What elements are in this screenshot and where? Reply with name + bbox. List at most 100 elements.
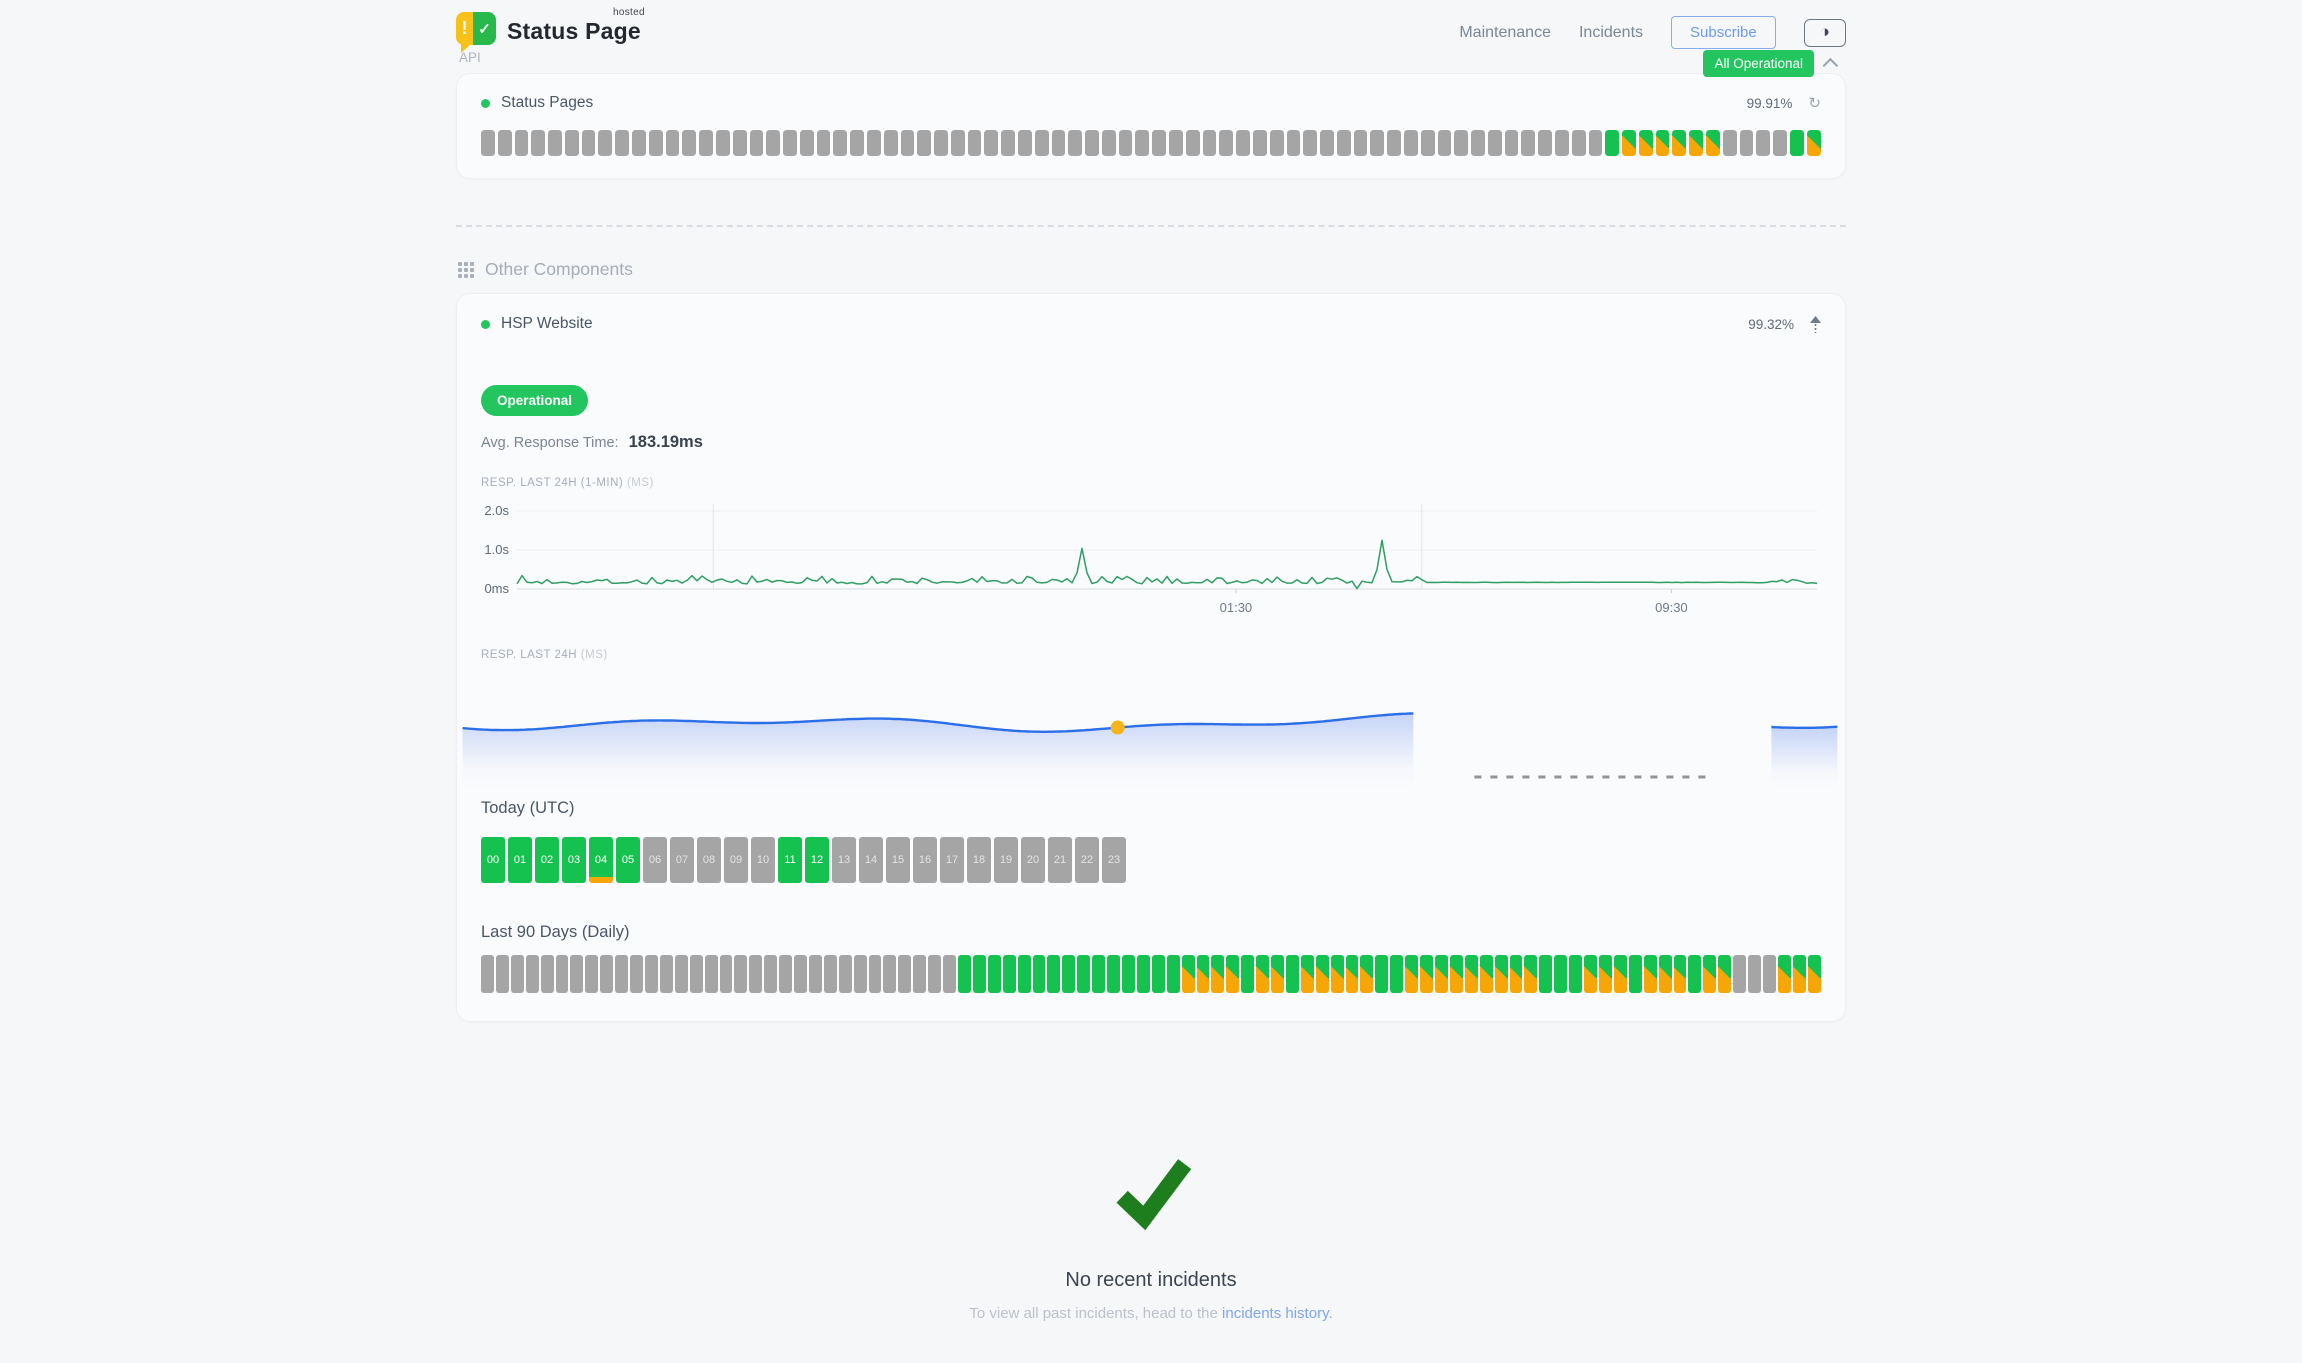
day-bar bbox=[1748, 955, 1761, 993]
hour-block: 12 bbox=[805, 837, 829, 883]
day-bar bbox=[1136, 955, 1150, 993]
day-bar bbox=[1196, 955, 1210, 993]
day-bar bbox=[958, 955, 971, 993]
uptime-bar bbox=[749, 130, 764, 156]
day-bar bbox=[481, 955, 494, 993]
day-bar bbox=[823, 955, 837, 993]
day-bar bbox=[1643, 955, 1657, 993]
day-bar bbox=[1703, 955, 1717, 993]
day-bar bbox=[1002, 955, 1016, 993]
hour-block: 03 bbox=[562, 837, 586, 883]
day-bar bbox=[883, 955, 897, 993]
nav-maintenance[interactable]: Maintenance bbox=[1459, 23, 1551, 41]
day-bar bbox=[1464, 955, 1478, 993]
scroll-top-arrow-icon[interactable] bbox=[1810, 315, 1821, 333]
today-hour-blocks: 00 01 02 03 04 05 06 07 08 09 10 11 12 13 14 15 16 17 18 19… bbox=[481, 837, 1821, 883]
other-components-title: Other Components bbox=[485, 259, 633, 279]
today-title: Today (UTC) bbox=[481, 799, 575, 817]
uptime-bar bbox=[1487, 130, 1502, 156]
day-bar bbox=[704, 955, 718, 993]
day-bar bbox=[719, 955, 733, 993]
uptime-bar bbox=[1756, 130, 1771, 156]
operational-badge: Operational bbox=[481, 385, 589, 416]
uptime-bar bbox=[1185, 130, 1200, 156]
hour-block: 20 bbox=[1021, 837, 1045, 883]
uptime-bar bbox=[967, 130, 982, 156]
resp-1min-chart[interactable]: 2.0s 1.0s 0ms 01:30 09:30 bbox=[481, 501, 1821, 619]
day-bar bbox=[1032, 955, 1046, 993]
uptime-bar bbox=[1773, 130, 1787, 156]
chevron-up-icon[interactable] bbox=[1822, 57, 1839, 74]
uptime-bar bbox=[531, 130, 546, 156]
uptime-bar bbox=[1403, 130, 1418, 156]
uptime-bar bbox=[598, 130, 613, 156]
hour-block: 00 bbox=[481, 837, 505, 883]
uptime-bar bbox=[1118, 130, 1133, 156]
section-divider bbox=[456, 225, 1846, 227]
uptime-bar bbox=[1655, 130, 1670, 156]
avg-response-value: 183.19ms bbox=[628, 433, 703, 451]
status-dot bbox=[481, 319, 490, 329]
day-bar bbox=[1062, 955, 1076, 993]
day-bar bbox=[1330, 955, 1344, 993]
uptime-bar bbox=[1504, 130, 1519, 156]
uptime-bar bbox=[1034, 130, 1049, 156]
day-bar bbox=[1688, 955, 1702, 993]
last90-title: Last 90 Days (Daily) bbox=[481, 923, 630, 941]
day-bar bbox=[943, 955, 956, 993]
status-dot bbox=[481, 98, 490, 108]
day-bar bbox=[1479, 955, 1493, 993]
hour-block: 13 bbox=[832, 837, 856, 883]
theme-icon: ◑ bbox=[1819, 21, 1830, 41]
resp-24h-unit: (MS) bbox=[580, 649, 608, 661]
day-bar bbox=[510, 955, 524, 993]
uptime-bar bbox=[615, 130, 630, 156]
svg-text:01:30: 01:30 bbox=[1220, 600, 1253, 615]
hsp-website-card: HSP Website 99.32% Operational Avg. Resp… bbox=[456, 293, 1846, 1022]
day-bar bbox=[1017, 955, 1031, 993]
uptime-bar bbox=[883, 130, 898, 156]
header: ! ✓ Status Page hosted Maintenance Incid… bbox=[0, 0, 2302, 53]
day-bar bbox=[808, 955, 822, 993]
day-bar bbox=[734, 955, 748, 993]
component-row: HSP Website 99.32% bbox=[481, 309, 1821, 339]
uptime-bar bbox=[816, 130, 831, 156]
day-bar bbox=[853, 955, 867, 993]
uptime-bar bbox=[1454, 130, 1469, 156]
status-pages-uptime-bars bbox=[481, 130, 1821, 156]
uptime-bar bbox=[799, 130, 814, 156]
uptime-bar bbox=[548, 130, 562, 156]
day-bar bbox=[1777, 955, 1791, 993]
uptime-bar bbox=[1068, 130, 1083, 156]
resp-24h-chart[interactable] bbox=[457, 677, 1845, 789]
day-bar bbox=[1345, 955, 1359, 993]
day-bar bbox=[1226, 955, 1240, 993]
theme-toggle-button[interactable]: ◑ bbox=[1803, 18, 1846, 47]
uptime-percent: 99.32% bbox=[1748, 316, 1794, 332]
uptime-bar bbox=[1437, 130, 1452, 156]
svg-text:0ms: 0ms bbox=[484, 581, 509, 596]
refresh-icon[interactable]: ↻ bbox=[1808, 95, 1821, 112]
logo[interactable]: ! ✓ Status Page hosted bbox=[456, 7, 645, 53]
no-incidents-title: No recent incidents bbox=[1065, 1269, 1237, 1291]
day-bar bbox=[1539, 955, 1553, 993]
hour-block: 08 bbox=[697, 837, 721, 883]
nav-incidents[interactable]: Incidents bbox=[1578, 23, 1644, 41]
uptime-bar bbox=[950, 130, 965, 156]
hour-block: 05 bbox=[616, 837, 640, 883]
day-bar bbox=[540, 955, 554, 993]
day-bar bbox=[644, 955, 658, 993]
subscribe-button[interactable]: Subscribe bbox=[1671, 16, 1776, 49]
logo-bubble-icon: ! ✓ bbox=[456, 12, 496, 53]
day-bar bbox=[1211, 955, 1225, 993]
uptime-percent: 99.91% bbox=[1746, 95, 1793, 111]
day-bar bbox=[1449, 955, 1463, 993]
hour-block: 06 bbox=[643, 837, 667, 883]
uptime-bar bbox=[481, 130, 495, 156]
day-bar bbox=[689, 955, 703, 993]
hour-block: 10 bbox=[751, 837, 775, 883]
hour-block: 07 bbox=[670, 837, 694, 883]
day-bar bbox=[1047, 955, 1061, 993]
hour-block: 04 bbox=[589, 837, 613, 883]
incidents-history-link[interactable]: incidents history. bbox=[1222, 1305, 1333, 1322]
